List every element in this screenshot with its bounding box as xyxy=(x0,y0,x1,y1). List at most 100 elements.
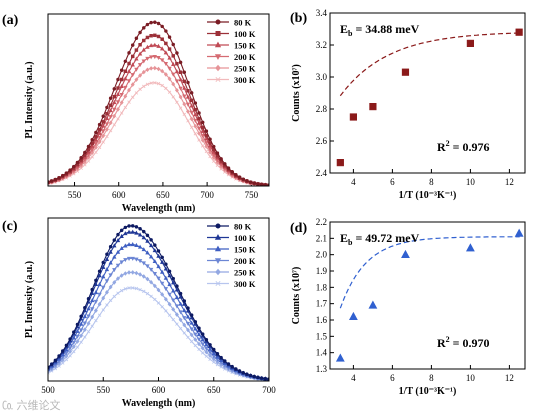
data-point xyxy=(185,102,191,107)
data-point xyxy=(196,126,202,131)
data-point xyxy=(167,269,172,274)
data-point xyxy=(186,306,190,310)
data-point xyxy=(83,335,87,339)
data-point xyxy=(167,313,172,317)
data-point xyxy=(138,272,143,277)
data-point xyxy=(182,94,187,99)
data-point xyxy=(97,292,102,297)
data-point xyxy=(186,80,190,85)
data-point xyxy=(149,279,154,285)
data-point xyxy=(149,81,153,85)
data-point xyxy=(108,273,113,278)
data-point xyxy=(148,267,154,272)
data-point xyxy=(193,326,198,331)
data-point xyxy=(160,37,164,41)
y-tick-label: 1.5 xyxy=(316,331,328,341)
data-point xyxy=(204,349,209,355)
data-point xyxy=(368,300,378,309)
data-point xyxy=(189,116,194,122)
data-point xyxy=(241,370,245,375)
data-point xyxy=(130,270,135,275)
chart-panel-c: (c) 500 550 600 650 700 Wavelength (nm) PL Inte… xyxy=(2,217,276,409)
data-point xyxy=(145,291,150,296)
legend-label: 250 K xyxy=(234,268,256,278)
data-point xyxy=(160,24,164,29)
data-point xyxy=(171,72,176,77)
legend-marker xyxy=(215,223,221,229)
data-point xyxy=(119,100,124,105)
data-point xyxy=(200,332,205,336)
data-point xyxy=(101,260,105,265)
x-tick-label: 10 xyxy=(466,373,476,383)
data-point xyxy=(167,47,172,51)
data-point xyxy=(64,343,69,348)
data-point xyxy=(115,91,121,97)
data-point xyxy=(134,91,139,95)
data-point xyxy=(134,242,139,247)
data-point xyxy=(141,69,146,75)
data-point xyxy=(108,115,113,120)
data-point xyxy=(108,260,113,265)
data-point xyxy=(212,144,216,149)
data-point xyxy=(182,316,187,321)
data-point xyxy=(171,95,175,99)
data-point xyxy=(152,55,158,60)
data-point xyxy=(193,320,198,324)
data-point xyxy=(94,150,98,155)
data-point xyxy=(71,344,76,350)
legend-label: 80 K xyxy=(234,222,252,232)
data-point xyxy=(112,87,117,91)
data-point xyxy=(97,127,102,132)
data-point xyxy=(152,65,157,71)
data-point xyxy=(104,256,110,261)
data-point xyxy=(156,43,161,48)
data-point xyxy=(252,181,256,185)
data-point xyxy=(134,77,139,82)
data-point xyxy=(119,77,124,82)
data-point xyxy=(189,332,194,338)
data-point xyxy=(49,362,54,366)
data-point xyxy=(104,122,110,127)
data-point xyxy=(204,342,209,347)
data-point xyxy=(186,327,190,333)
data-point xyxy=(108,96,113,100)
data-point xyxy=(123,69,128,74)
data-point xyxy=(75,345,80,349)
data-point xyxy=(185,94,191,99)
data-point xyxy=(138,227,142,231)
panel-label: (d) xyxy=(290,221,307,236)
x-tick-label: 500 xyxy=(41,385,55,395)
data-point xyxy=(97,282,102,287)
data-point xyxy=(171,280,176,285)
y-axis-title: Counts (x10⁷) xyxy=(291,267,302,325)
data-point xyxy=(237,369,242,373)
x-tick-label: 650 xyxy=(156,190,170,200)
legend-marker xyxy=(215,77,221,82)
data-point xyxy=(197,117,201,121)
data-point xyxy=(142,38,146,43)
data-point xyxy=(163,296,168,302)
x-tick-label: 700 xyxy=(262,385,276,395)
data-point xyxy=(153,81,157,85)
data-point xyxy=(156,264,161,269)
data-point xyxy=(230,364,234,369)
data-point xyxy=(175,284,179,288)
y-tick-label: 1.8 xyxy=(316,282,328,292)
data-point xyxy=(182,85,187,90)
data-point xyxy=(108,245,113,249)
data-point xyxy=(90,287,94,292)
y-tick-label: 2.8 xyxy=(316,104,328,114)
data-point xyxy=(126,69,132,74)
data-point xyxy=(204,337,209,342)
data-point xyxy=(126,242,132,247)
data-point xyxy=(112,254,117,259)
data-point xyxy=(123,287,128,291)
data-point xyxy=(90,138,94,142)
data-point xyxy=(116,276,120,281)
plot-frame xyxy=(47,217,270,382)
data-point xyxy=(86,159,91,163)
legend-marker xyxy=(214,54,222,60)
data-point xyxy=(156,81,161,86)
data-point xyxy=(171,276,175,281)
